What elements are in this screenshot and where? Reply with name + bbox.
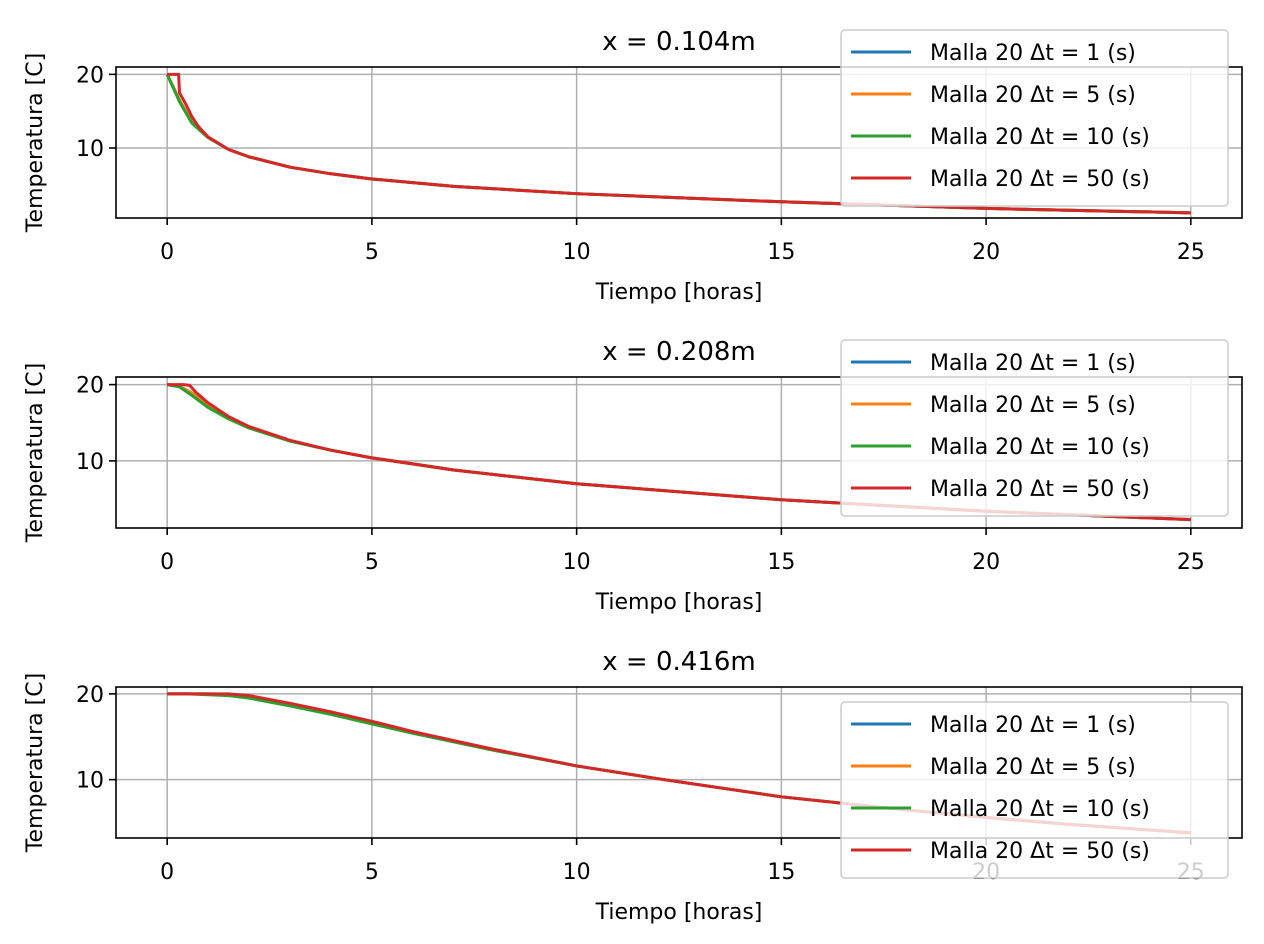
x-tick-label: 15 — [767, 240, 795, 265]
x-tick-label: 20 — [972, 550, 1000, 575]
x-tick-label: 10 — [563, 550, 591, 575]
y-tick-label: 20 — [76, 683, 104, 708]
x-axis-label: Tiempo [horas] — [595, 280, 763, 305]
x-tick-label: 5 — [365, 550, 379, 575]
y-axis-label: Temperatura [C] — [23, 673, 48, 853]
legend-label-3: Malla 20 Δt = 10 (s) — [930, 435, 1150, 460]
chart-title: x = 0.416m — [602, 647, 755, 677]
x-tick-label: 5 — [365, 860, 379, 885]
legend-label-1: Malla 20 Δt = 1 (s) — [930, 351, 1136, 376]
x-tick-label: 0 — [160, 550, 174, 575]
x-tick-label: 15 — [767, 860, 795, 885]
legend-label-1: Malla 20 Δt = 1 (s) — [930, 713, 1136, 738]
y-tick-label: 10 — [76, 137, 104, 162]
y-tick-label: 20 — [76, 63, 104, 88]
series-lines — [165, 72, 1191, 215]
y-tick-label: 10 — [76, 769, 104, 794]
axes-frame — [115, 66, 1243, 219]
series-lines — [166, 383, 1191, 522]
y-axis-label: Temperatura [C] — [23, 363, 48, 543]
x-tick-label: 15 — [767, 550, 795, 575]
x-tick-label: 5 — [365, 240, 379, 265]
x-tick-label: 25 — [1177, 550, 1205, 575]
legend-label-4: Malla 20 Δt = 50 (s) — [930, 839, 1150, 864]
chart-title: x = 0.104m — [602, 27, 755, 57]
axes-frame — [115, 686, 1243, 839]
x-tick-label: 25 — [1177, 240, 1205, 265]
series-line-4 — [167, 383, 1191, 522]
legend: Malla 20 Δt = 1 (s) Malla 20 Δt = 5 (s) Ma… — [840, 339, 1229, 517]
legend-label-2: Malla 20 Δt = 5 (s) — [930, 83, 1136, 108]
x-tick-label: 0 — [160, 240, 174, 265]
legend-box — [840, 339, 1229, 517]
legend-label-3: Malla 20 Δt = 10 (s) — [930, 125, 1150, 150]
legend-label-3: Malla 20 Δt = 10 (s) — [930, 797, 1150, 822]
legend-box — [840, 701, 1229, 879]
legend-box — [840, 29, 1229, 207]
x-tick-label: 0 — [160, 860, 174, 885]
legend-label-2: Malla 20 Δt = 5 (s) — [930, 393, 1136, 418]
y-tick-label: 20 — [76, 374, 104, 399]
legend-label-4: Malla 20 Δt = 50 (s) — [930, 167, 1150, 192]
x-tick-label: 20 — [972, 240, 1000, 265]
chart-panel-2: 0 5 10 15 20 25 10 20 x = 0.208m Tiempo [horas] Te… — [23, 337, 1243, 615]
y-tick-label: 10 — [76, 450, 104, 475]
legend: Malla 20 Δt = 1 (s) Malla 20 Δt = 5 (s) Ma… — [840, 701, 1229, 879]
legend-label-1: Malla 20 Δt = 1 (s) — [930, 41, 1136, 66]
x-tick-label: 10 — [563, 240, 591, 265]
legend-label-2: Malla 20 Δt = 5 (s) — [930, 755, 1136, 780]
axes-frame — [115, 376, 1243, 529]
y-axis-label: Temperatura [C] — [23, 53, 48, 233]
chart-panel-1: 0 5 10 15 20 25 10 20 x = 0.104m Tiempo [horas] Te… — [23, 27, 1243, 305]
series-line-4 — [167, 72, 1191, 215]
x-axis-label: Tiempo [horas] — [595, 900, 763, 925]
x-tick-label: 10 — [563, 860, 591, 885]
legend: Malla 20 Δt = 1 (s) Malla 20 Δt = 5 (s) Ma… — [840, 29, 1229, 207]
x-axis-label: Tiempo [horas] — [595, 590, 763, 615]
chart-title: x = 0.208m — [602, 337, 755, 367]
legend-label-4: Malla 20 Δt = 50 (s) — [930, 477, 1150, 502]
